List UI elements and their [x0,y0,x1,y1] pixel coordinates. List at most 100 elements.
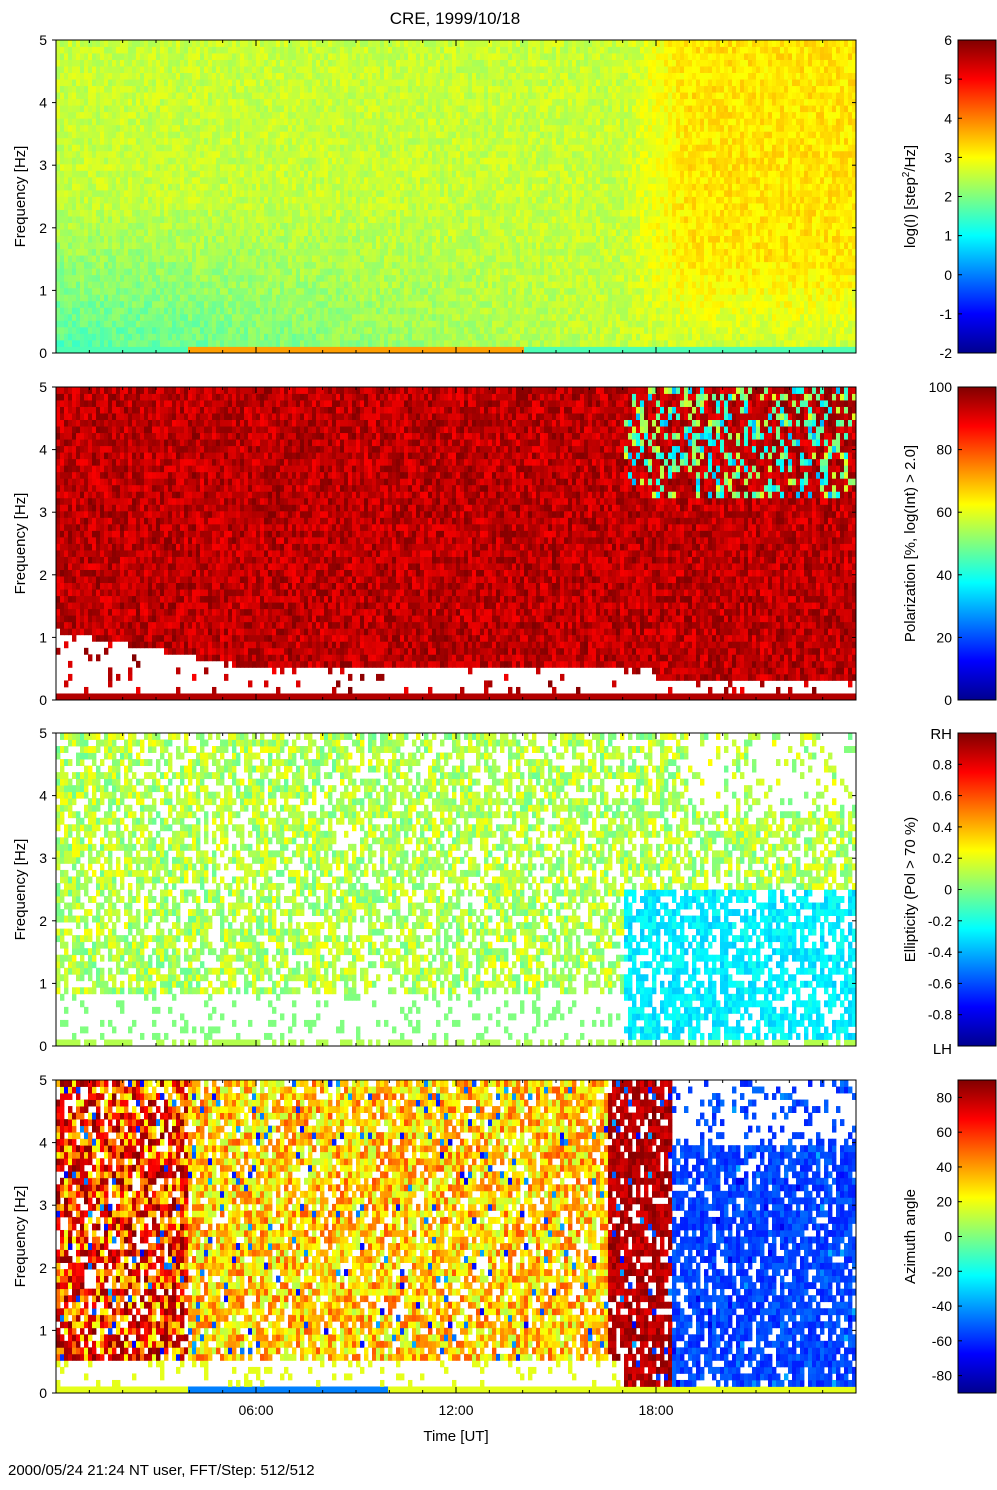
heatmap-cell [452,268,456,275]
heatmap-cell [396,112,400,119]
heatmap-cell [372,79,376,86]
heatmap-cell [472,346,476,353]
heatmap-cell [388,275,392,282]
heatmap-cell [80,262,84,269]
heatmap-cell [180,333,184,340]
heatmap-cell [204,60,208,67]
heatmap-cell [140,151,144,158]
heatmap-cell [172,53,176,60]
heatmap-cell [416,170,420,177]
heatmap-cell [392,190,396,197]
heatmap-cell [160,346,164,353]
heatmap-cell [132,216,136,223]
heatmap-cell [224,223,228,230]
heatmap-cell [60,346,64,353]
heatmap-cell [84,53,88,60]
heatmap-cell [136,144,140,151]
heatmap-cell [308,177,312,184]
heatmap-cell [176,40,180,47]
heatmap-cell [432,346,436,353]
heatmap-cell [372,40,376,47]
heatmap-cell [176,164,180,171]
heatmap-cell [348,86,352,93]
heatmap-cell [64,86,68,93]
heatmap-cell [72,79,76,86]
heatmap-cell [464,301,468,308]
heatmap-cell [144,170,148,177]
heatmap-cell [276,294,280,301]
heatmap-cell [304,281,308,288]
heatmap-cell [184,288,188,295]
heatmap-cell [92,242,96,249]
heatmap-cell [132,327,136,334]
heatmap-cell [172,229,176,236]
heatmap-cell [460,216,464,223]
heatmap-cell [196,340,200,347]
heatmap-cell [440,66,444,73]
heatmap-cell [416,151,420,158]
heatmap-cell [196,86,200,93]
heatmap-cell [248,131,252,138]
heatmap-cell [320,262,324,269]
heatmap-cell [300,40,304,47]
heatmap-cell [100,197,104,204]
heatmap-cell [348,112,352,119]
heatmap-cell [448,210,452,217]
heatmap-cell [168,66,172,73]
heatmap-cell [464,223,468,230]
heatmap-cell [116,177,120,184]
heatmap-cell [352,99,356,106]
heatmap-cell [436,301,440,308]
heatmap-cell [172,203,176,210]
heatmap-cell [216,60,220,67]
heatmap-cell [392,320,396,327]
heatmap-cell [444,79,448,86]
heatmap-cell [316,210,320,217]
heatmap-cell [92,197,96,204]
heatmap-cell [448,151,452,158]
heatmap-cell [316,190,320,197]
heatmap-cell [352,138,356,145]
heatmap-cell [416,53,420,60]
heatmap-cell [68,327,72,334]
heatmap-cell [172,242,176,249]
heatmap-cell [156,151,160,158]
heatmap-cell [364,131,368,138]
heatmap-cell [216,301,220,308]
heatmap-cell [284,190,288,197]
heatmap-cell [304,151,308,158]
heatmap-cell [96,73,100,80]
heatmap-cell [212,131,216,138]
heatmap-cell [424,183,428,190]
heatmap-cell [248,183,252,190]
heatmap-cell [212,327,216,334]
heatmap-cell [352,131,356,138]
heatmap-cell [188,131,192,138]
heatmap-cell [444,138,448,145]
heatmap-cell [156,268,160,275]
heatmap-cell [360,157,364,164]
heatmap-cell [400,125,404,132]
heatmap-cell [84,203,88,210]
heatmap-cell [364,47,368,54]
heatmap-cell [292,177,296,184]
heatmap-cell [344,164,348,171]
heatmap-cell [128,66,132,73]
heatmap-cell [144,79,148,86]
heatmap-cell [292,255,296,262]
heatmap-cell [76,190,80,197]
heatmap-cell [388,131,392,138]
heatmap-cell [120,183,124,190]
heatmap-cell [280,151,284,158]
heatmap-cell [400,157,404,164]
heatmap-cell [124,40,128,47]
heatmap-cell [276,268,280,275]
heatmap-cell [164,210,168,217]
heatmap-cell [320,281,324,288]
heatmap-cell [312,40,316,47]
heatmap-cell [208,249,212,256]
heatmap-cell [284,314,288,321]
heatmap-cell [408,47,412,54]
heatmap-cell [360,216,364,223]
heatmap-cell [280,255,284,262]
